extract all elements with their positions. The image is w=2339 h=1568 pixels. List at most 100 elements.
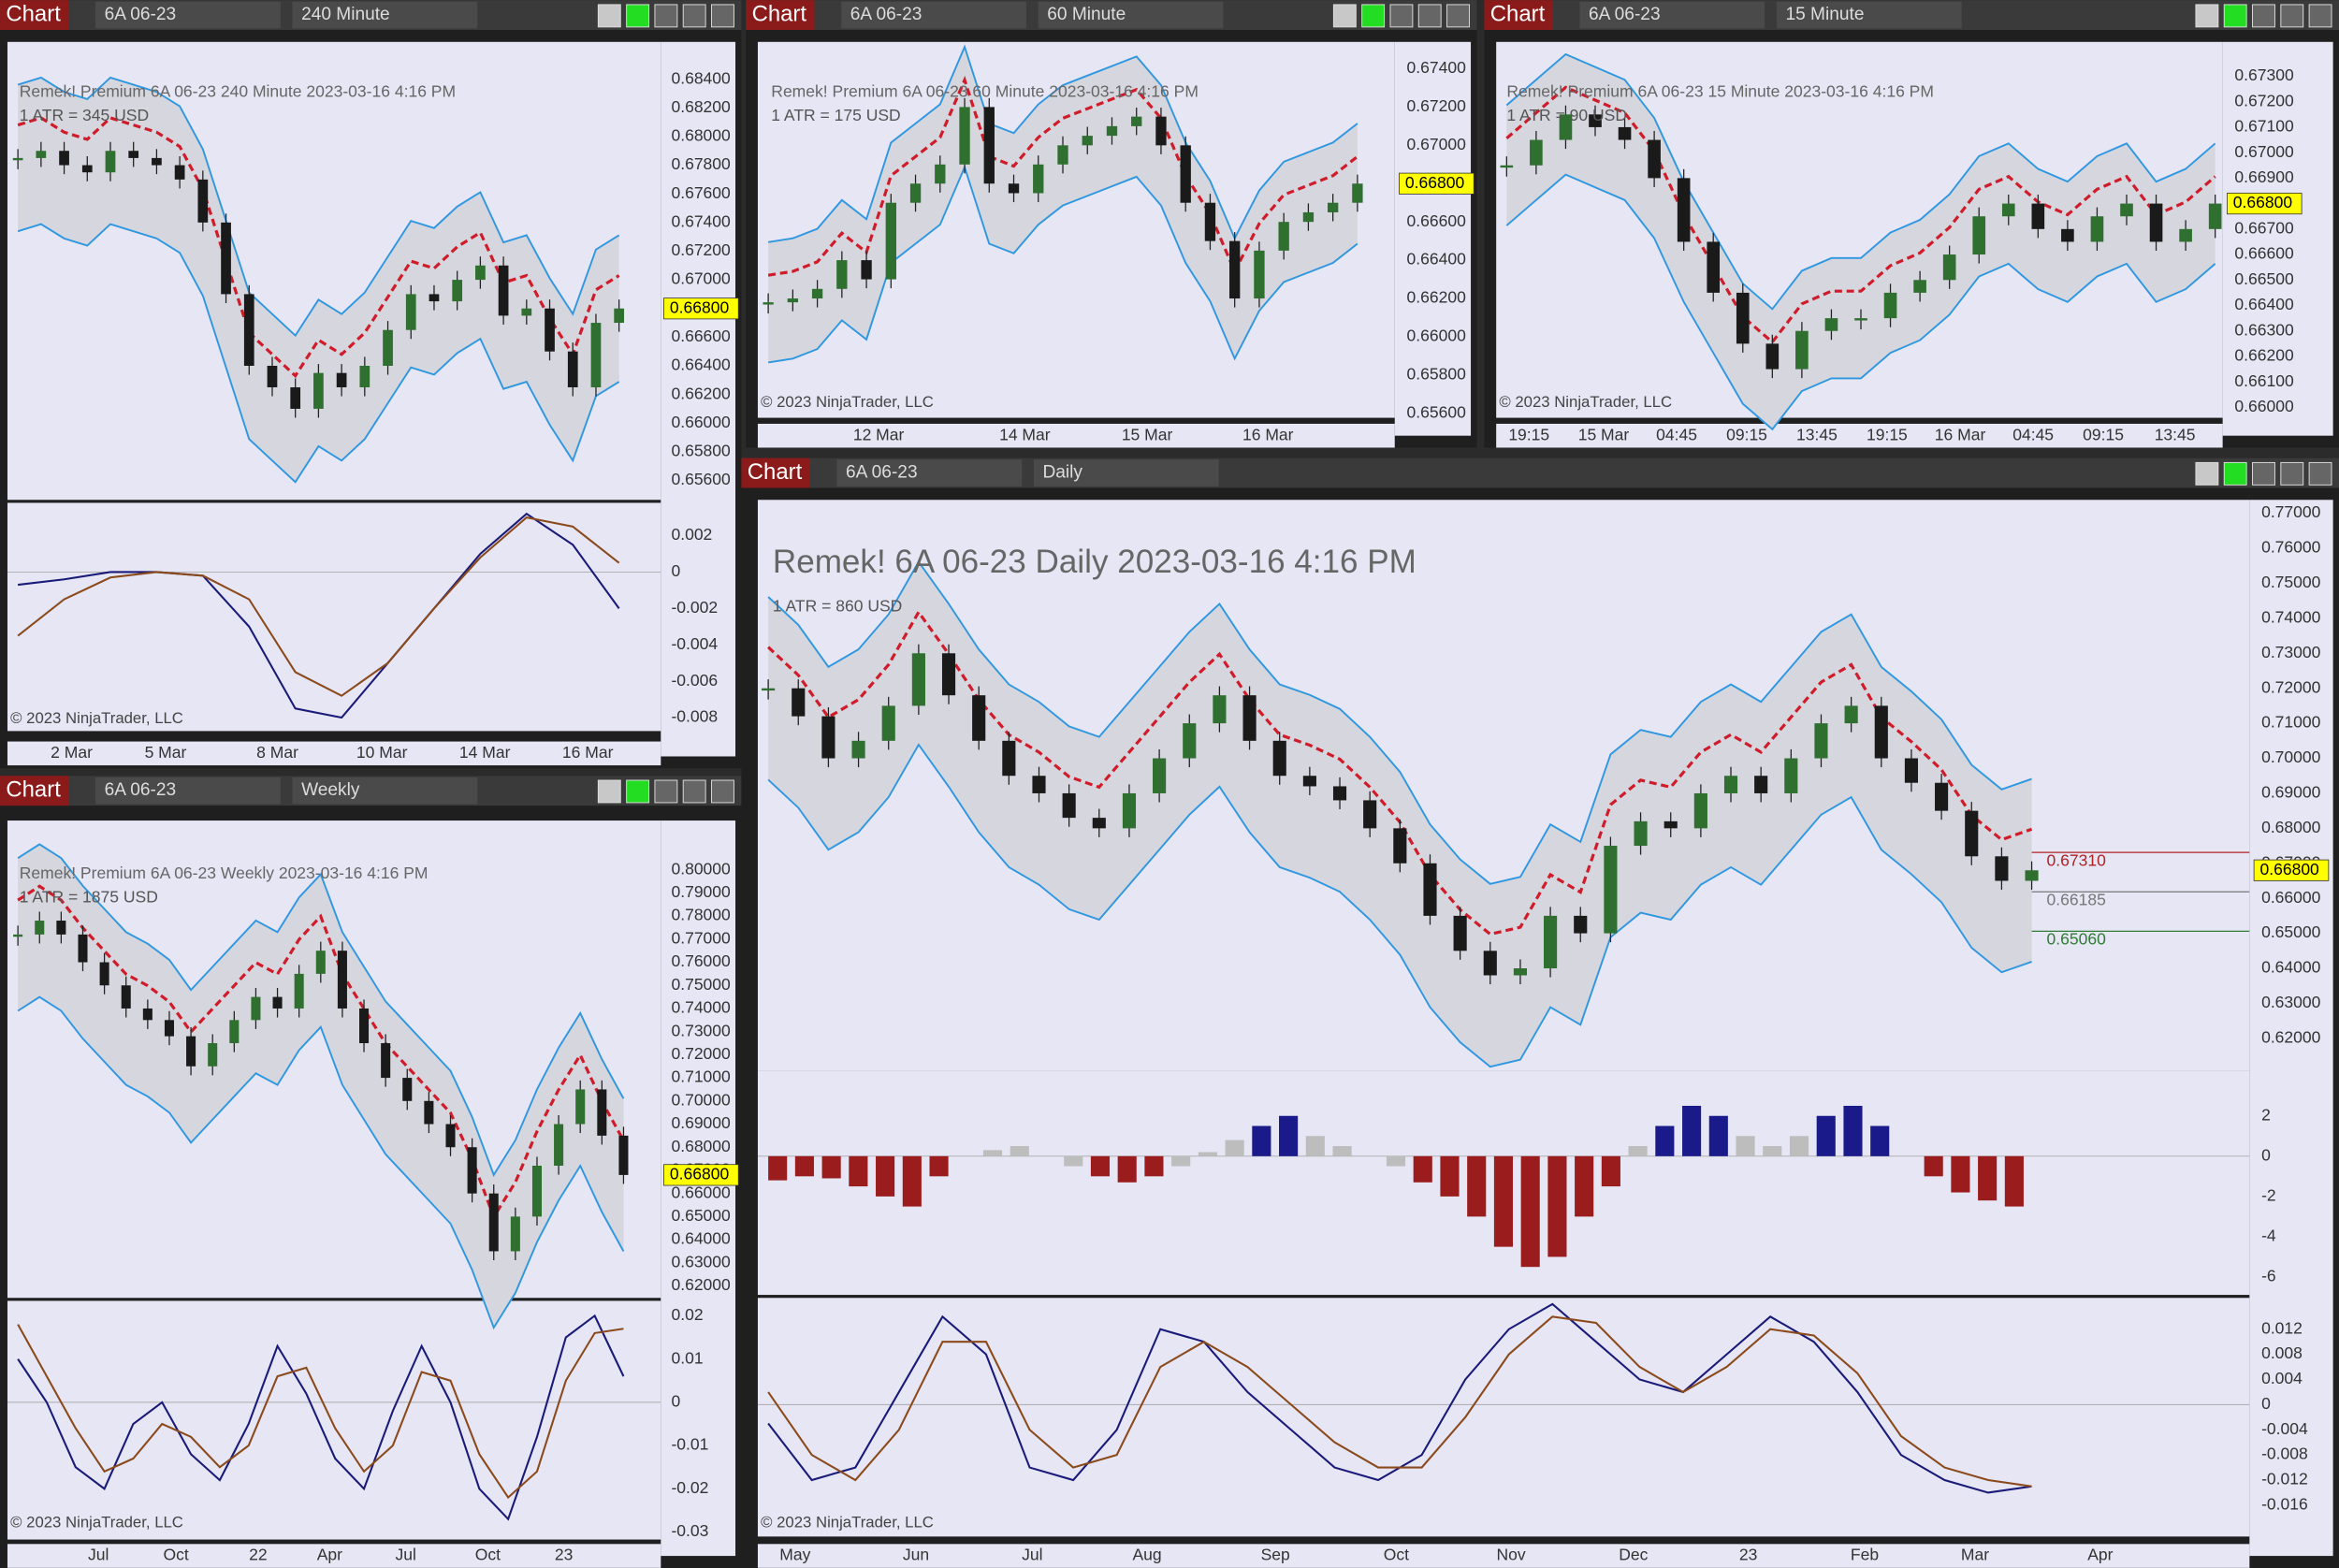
price-tick-label: 0.67200 bbox=[1407, 96, 1467, 115]
copyright: © 2023 NinjaTrader, LLC bbox=[1499, 393, 1672, 411]
histogram-bar bbox=[1547, 1155, 1567, 1257]
window-button[interactable] bbox=[597, 779, 621, 804]
candle bbox=[554, 1124, 564, 1167]
band-upper bbox=[767, 44, 1358, 243]
candle bbox=[78, 934, 88, 963]
candle bbox=[1913, 280, 1926, 293]
window-button[interactable] bbox=[2308, 4, 2332, 28]
window-button[interactable] bbox=[711, 779, 734, 804]
window-button[interactable] bbox=[626, 779, 650, 804]
date-label: 04:45 bbox=[1656, 425, 1697, 443]
histogram-bar bbox=[1144, 1155, 1164, 1177]
tab-label: Chart bbox=[6, 777, 61, 802]
candle bbox=[2031, 203, 2045, 229]
price-tick-label: 0.69000 bbox=[2261, 783, 2321, 802]
osc-tick-label: -0.01 bbox=[671, 1435, 708, 1454]
window-button[interactable] bbox=[1389, 4, 1414, 28]
histogram-bar bbox=[1467, 1155, 1487, 1217]
date-label: 10 Mar bbox=[356, 743, 408, 762]
candle bbox=[1618, 126, 1632, 140]
window-button[interactable] bbox=[1361, 4, 1386, 28]
chart-tab[interactable] bbox=[741, 457, 810, 488]
window-button[interactable] bbox=[2252, 461, 2275, 486]
price-tick-label: 0.66300 bbox=[2234, 320, 2294, 339]
histogram-bar bbox=[1655, 1125, 1675, 1156]
price-tick-label: 0.69000 bbox=[671, 1113, 731, 1132]
price-tick-label: 0.66600 bbox=[2234, 244, 2294, 263]
price-tick-label: 0.68000 bbox=[671, 1137, 731, 1155]
period-dropdown[interactable] bbox=[1038, 1, 1224, 29]
window-button[interactable] bbox=[2223, 4, 2247, 28]
candle bbox=[1814, 723, 1828, 759]
candle bbox=[359, 366, 370, 387]
price-tick-label: 0.71000 bbox=[2261, 713, 2321, 732]
period-dropdown[interactable] bbox=[1776, 1, 1962, 29]
window-button[interactable] bbox=[2195, 4, 2219, 28]
window-button[interactable] bbox=[2308, 461, 2332, 486]
candle bbox=[208, 1043, 218, 1067]
price-marker-label: 0.66800 bbox=[2233, 193, 2293, 211]
instrument-dropdown[interactable] bbox=[95, 777, 281, 805]
histogram-bar bbox=[1924, 1155, 1943, 1177]
candle bbox=[1795, 330, 1809, 370]
candle bbox=[383, 329, 393, 367]
period-dropdown[interactable] bbox=[1033, 459, 1219, 486]
candle bbox=[1332, 786, 1347, 801]
candle bbox=[618, 1135, 629, 1175]
histogram-bar bbox=[1413, 1155, 1432, 1183]
window-button[interactable] bbox=[1446, 4, 1470, 28]
tab-label: Chart bbox=[1490, 1, 1546, 26]
candle bbox=[315, 951, 326, 974]
window-button[interactable] bbox=[711, 4, 734, 28]
window-button[interactable] bbox=[682, 4, 706, 28]
chart-tab[interactable] bbox=[0, 776, 69, 806]
instrument-dropdown[interactable] bbox=[841, 1, 1026, 29]
price-tick-label: 0.67800 bbox=[671, 154, 731, 173]
date-label: 04:45 bbox=[2012, 425, 2054, 443]
window-button[interactable] bbox=[2280, 461, 2304, 486]
price-tick-label: 0.67400 bbox=[671, 211, 731, 230]
window-button[interactable] bbox=[2195, 461, 2219, 486]
histogram-bar bbox=[1225, 1140, 1244, 1156]
price-tick-label: 0.76000 bbox=[2261, 538, 2321, 557]
osc-tick-label: 0.012 bbox=[2261, 1318, 2303, 1337]
candle bbox=[105, 151, 116, 173]
histogram-bar bbox=[1708, 1115, 1728, 1156]
candle bbox=[1002, 740, 1016, 777]
candle bbox=[1302, 211, 1315, 223]
window-button[interactable] bbox=[626, 4, 650, 28]
candle bbox=[1278, 222, 1289, 251]
window-button[interactable] bbox=[654, 779, 678, 804]
window-button[interactable] bbox=[2223, 461, 2247, 486]
date-label: 09:15 bbox=[2083, 425, 2124, 443]
window-button[interactable] bbox=[2280, 4, 2304, 28]
instrument-dropdown[interactable] bbox=[95, 1, 281, 29]
window-button[interactable] bbox=[1332, 4, 1357, 28]
window-button[interactable] bbox=[597, 4, 621, 28]
chart-tab[interactable] bbox=[1484, 0, 1553, 31]
date-label: Jul bbox=[395, 1546, 415, 1564]
period-dropdown[interactable] bbox=[292, 1, 478, 29]
date-label: 22 bbox=[249, 1546, 267, 1564]
candle bbox=[164, 1020, 174, 1037]
osc-tick-label: 0.01 bbox=[671, 1348, 703, 1367]
osc-tick-label: -0.008 bbox=[2261, 1445, 2308, 1463]
instrument-dropdown[interactable] bbox=[1579, 1, 1765, 29]
candle bbox=[1153, 758, 1167, 793]
window-button[interactable] bbox=[682, 779, 706, 804]
candle bbox=[1229, 240, 1241, 299]
instrument-dropdown[interactable] bbox=[836, 459, 1023, 486]
window-button[interactable] bbox=[2252, 4, 2275, 28]
chart-tab[interactable] bbox=[0, 0, 69, 31]
trail-line bbox=[1505, 85, 2216, 344]
window-button[interactable] bbox=[1417, 4, 1442, 28]
window-button[interactable] bbox=[654, 4, 678, 28]
chart-tab[interactable] bbox=[746, 0, 815, 31]
price-tick-label: 0.65000 bbox=[2261, 922, 2321, 941]
histogram-bar bbox=[1493, 1155, 1514, 1247]
osc-tick-label: 0.004 bbox=[2261, 1369, 2303, 1387]
candle bbox=[787, 298, 799, 303]
histogram-bar bbox=[1386, 1155, 1406, 1167]
period-dropdown[interactable] bbox=[292, 777, 478, 805]
